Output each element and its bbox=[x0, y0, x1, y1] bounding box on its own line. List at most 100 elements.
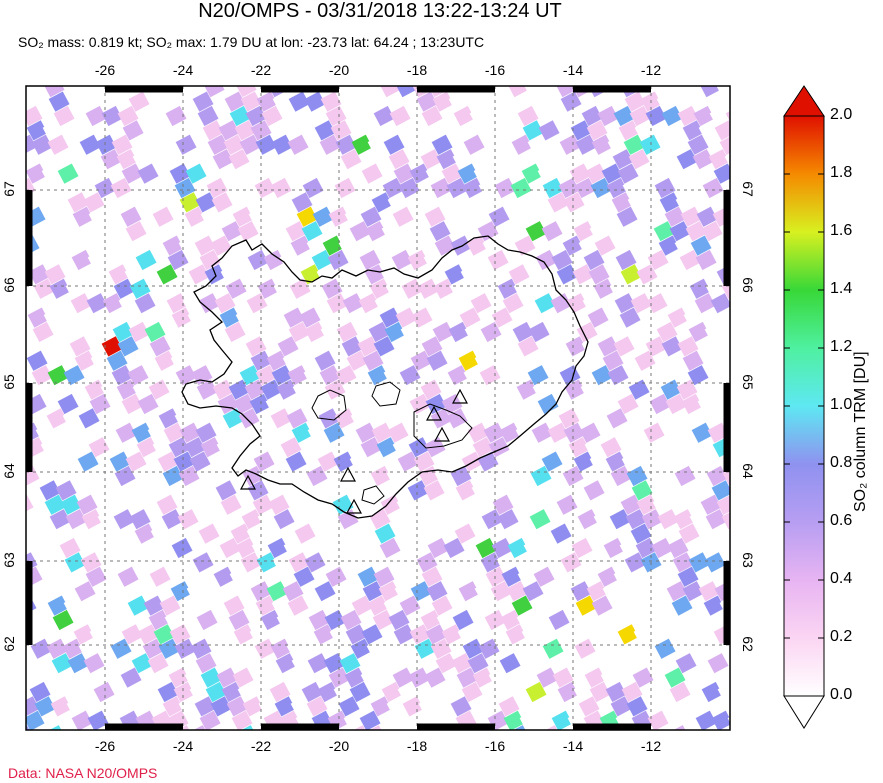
so2-pixel bbox=[53, 336, 75, 357]
so2-pixel bbox=[516, 379, 538, 400]
so2-pixel bbox=[154, 120, 176, 141]
so2-pixel bbox=[308, 609, 330, 631]
so2-pixel bbox=[580, 379, 602, 400]
so2-pixel bbox=[383, 134, 405, 155]
so2-pixel bbox=[408, 667, 430, 688]
so2-pixel bbox=[443, 537, 465, 559]
so2-pixel bbox=[206, 177, 228, 199]
so2-summary: SO₂ mass: 0.819 kt; SO₂ max: 1.79 DU at … bbox=[18, 34, 485, 50]
so2-pixel bbox=[595, 653, 617, 674]
so2-pixel bbox=[471, 249, 493, 271]
so2-pixel bbox=[679, 249, 701, 271]
so2-pixel bbox=[148, 379, 170, 400]
so2-pixel bbox=[150, 523, 172, 544]
so2-pixel bbox=[297, 624, 319, 645]
so2-pixel bbox=[124, 494, 146, 515]
so2-pixel bbox=[122, 120, 144, 141]
so2-pixel bbox=[87, 249, 109, 271]
so2-pixel bbox=[136, 437, 158, 458]
so2-pixel bbox=[240, 91, 262, 112]
so2-pixel bbox=[755, 466, 776, 486]
so2-pixel bbox=[306, 235, 328, 256]
so2-pixel bbox=[190, 638, 212, 659]
so2-pixel bbox=[558, 408, 580, 429]
lat-label-right: 65 bbox=[740, 374, 756, 390]
so2-pixel bbox=[496, 552, 518, 573]
so2-pixel bbox=[590, 177, 612, 199]
so2-pixel bbox=[67, 192, 89, 213]
so2-pixel bbox=[465, 278, 487, 299]
so2-pixel bbox=[195, 422, 217, 443]
so2-pixel bbox=[398, 177, 420, 199]
so2-pixel bbox=[292, 379, 314, 400]
so2-pixel bbox=[737, 322, 758, 342]
so2-pixel bbox=[551, 249, 573, 271]
so2-pixel bbox=[485, 105, 507, 127]
so2-pixel bbox=[634, 350, 656, 371]
so2-pixel bbox=[611, 192, 633, 213]
so2-pixel bbox=[705, 509, 727, 530]
so2-pixel bbox=[69, 566, 91, 587]
so2-pixel bbox=[452, 609, 474, 631]
so2-pixel bbox=[673, 278, 695, 299]
so2-pixel bbox=[287, 365, 309, 386]
so2-pixel bbox=[656, 91, 678, 112]
so2-pixel bbox=[187, 307, 209, 328]
so2-pixel bbox=[207, 595, 229, 616]
so2-pixel bbox=[128, 91, 150, 112]
so2-pixel bbox=[188, 264, 210, 285]
so2-pixel bbox=[276, 149, 298, 170]
so2-pixel bbox=[97, 509, 119, 530]
so2-pixel bbox=[698, 120, 720, 141]
so2-pixel bbox=[448, 91, 470, 112]
so2-pixel bbox=[204, 494, 226, 515]
so2-pixel bbox=[667, 86, 689, 98]
so2-pixel bbox=[325, 566, 347, 587]
so2-pixel bbox=[56, 437, 78, 458]
so2-pixel bbox=[474, 120, 496, 141]
so2-pixel bbox=[383, 595, 405, 616]
so2-pixel bbox=[26, 321, 38, 343]
so2-pixel bbox=[299, 307, 321, 328]
so2-pixel bbox=[235, 86, 257, 98]
so2-pixel bbox=[430, 638, 452, 659]
so2-pixel bbox=[551, 710, 573, 730]
so2-pixel bbox=[109, 451, 131, 472]
so2-pixel bbox=[711, 710, 730, 730]
so2-pixel bbox=[503, 710, 525, 730]
so2-pixel bbox=[657, 509, 679, 530]
so2-pixel bbox=[497, 509, 519, 530]
so2-pixel bbox=[554, 350, 576, 371]
so2-pixel bbox=[83, 192, 105, 213]
so2-pixel bbox=[137, 163, 159, 184]
so2-pixel bbox=[278, 523, 300, 544]
so2-pixel bbox=[517, 105, 539, 127]
so2-pixel bbox=[143, 595, 165, 616]
so2-pixel bbox=[44, 264, 66, 285]
volcano-marker bbox=[345, 498, 363, 514]
so2-pixel bbox=[414, 638, 436, 659]
so2-pixel bbox=[102, 523, 124, 544]
so2-pixel bbox=[584, 437, 606, 458]
so2-pixel bbox=[404, 379, 426, 400]
so2-pixel bbox=[213, 336, 235, 357]
so2-pixel bbox=[560, 91, 582, 112]
so2-pixel bbox=[636, 494, 658, 515]
so2-pixel bbox=[676, 149, 698, 170]
so2-pixel bbox=[480, 552, 502, 573]
so2-pixel bbox=[67, 653, 89, 674]
so2-pixel bbox=[168, 437, 190, 458]
so2-pixel bbox=[291, 422, 313, 443]
so2-pixel bbox=[594, 465, 616, 487]
so2-pixel bbox=[600, 667, 622, 688]
so2-pixel bbox=[512, 552, 534, 573]
so2-pixel bbox=[436, 149, 458, 170]
so2-pixel bbox=[676, 379, 698, 400]
so2-pixel bbox=[525, 681, 547, 703]
so2-pixel bbox=[671, 595, 693, 616]
so2-pixel bbox=[361, 163, 383, 184]
so2-pixel bbox=[550, 523, 572, 544]
so2-pixel bbox=[472, 437, 494, 458]
so2-pixel bbox=[428, 494, 450, 515]
so2-pixel bbox=[171, 537, 193, 559]
